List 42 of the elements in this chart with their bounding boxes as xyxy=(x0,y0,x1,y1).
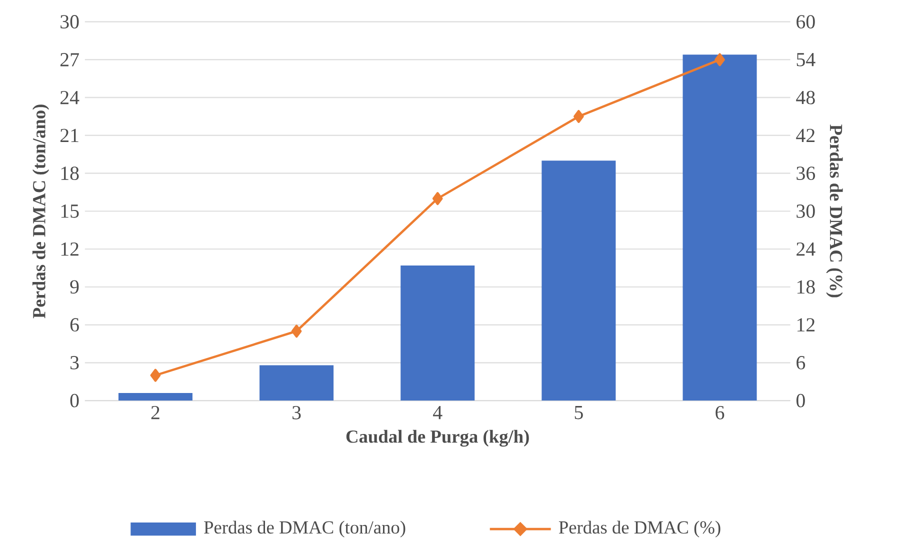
x-axis-title: Caudal de Purga (kg/h) xyxy=(346,430,529,447)
y2-tick-label: 54 xyxy=(796,52,816,66)
point xyxy=(432,192,443,205)
x-tick-label: 5 xyxy=(574,406,583,420)
y2-axis-title: Perdas de DMAC (%) xyxy=(826,124,843,298)
x-tick-label: 4 xyxy=(433,406,442,419)
y2-tick-label: 60 xyxy=(796,14,815,28)
y-tick-label: 6 xyxy=(70,318,79,332)
y-tick-label: 21 xyxy=(60,128,78,142)
point xyxy=(714,53,725,66)
y-tick-label: 27 xyxy=(60,52,79,66)
y2-tick-label: 30 xyxy=(796,204,815,218)
y2-tick-label: 6 xyxy=(796,356,806,370)
y-axis-title: Perdas de DMAC (ton/ano) xyxy=(32,104,50,318)
y-tick-label: 0 xyxy=(70,394,79,408)
y2-tick-label: 24 xyxy=(796,242,816,256)
y-tick-label: 30 xyxy=(60,14,79,28)
y2-tick-label: 0 xyxy=(796,394,805,408)
x-tick-label: 6 xyxy=(716,406,724,420)
bar xyxy=(260,365,334,400)
legend-label: Perdas de DMAC (ton/ano) xyxy=(204,520,406,538)
x-tick-label: 3 xyxy=(292,406,301,420)
bar xyxy=(118,392,192,400)
point xyxy=(291,324,302,338)
y-tick-label: 9 xyxy=(70,280,79,294)
y-tick-label: 24 xyxy=(60,90,80,104)
y2-tick-label: 48 xyxy=(796,90,815,104)
x-tick-label: 2 xyxy=(151,406,160,420)
point xyxy=(150,368,161,382)
y2-tick-label: 12 xyxy=(797,318,815,332)
y2-tick-label: 18 xyxy=(797,280,815,294)
y-tick-label: 12 xyxy=(61,242,78,256)
legend-label: Perdas de DMAC (%) xyxy=(558,520,720,538)
y-tick-label: 15 xyxy=(61,204,79,218)
y2-tick-label: 42 xyxy=(796,128,815,142)
y-tick-label: 3 xyxy=(70,356,79,370)
bar xyxy=(542,160,616,400)
y-tick-label: 18 xyxy=(61,166,79,180)
bar xyxy=(682,54,757,400)
y2-tick-label: 36 xyxy=(796,166,816,180)
bar xyxy=(400,265,475,400)
point xyxy=(574,110,584,123)
